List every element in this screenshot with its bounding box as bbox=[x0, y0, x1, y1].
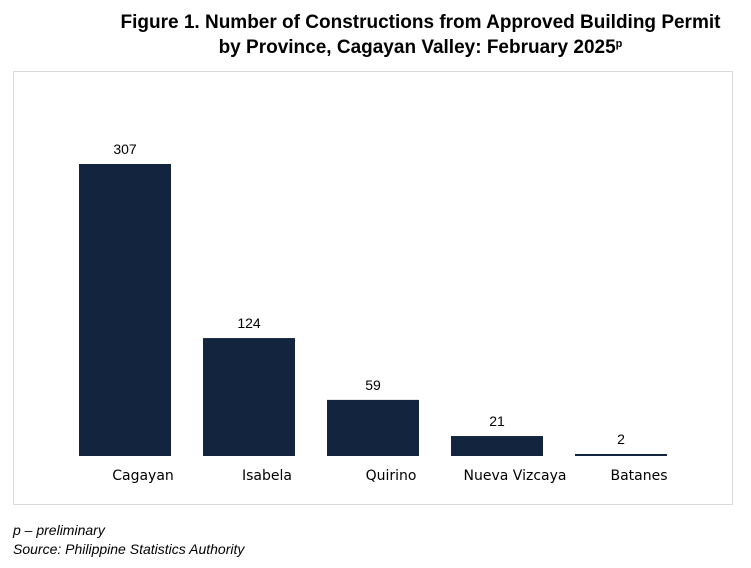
category-label-nueva-vizcaya: Nueva Vizcaya bbox=[464, 468, 567, 484]
data-label-nueva-vizcaya: 21 bbox=[489, 413, 505, 429]
preliminary-superscript: p bbox=[615, 38, 623, 50]
data-label-batanes: 2 bbox=[617, 431, 625, 447]
bar-isabela bbox=[203, 338, 295, 456]
chart-title: Figure 1. Number of Constructions from A… bbox=[90, 10, 751, 60]
chart-title-line-1: Figure 1. Number of Constructions from A… bbox=[120, 12, 721, 33]
source-note: Source: Philippine Statistics Authority bbox=[13, 541, 245, 557]
bar-cagayan bbox=[79, 164, 171, 456]
category-label-batanes: Batanes bbox=[610, 468, 667, 484]
data-label-quirino: 59 bbox=[365, 377, 381, 393]
data-label-cagayan: 307 bbox=[113, 141, 137, 157]
chart-title-line-2-text: by Province, Cagayan Valley: February 20… bbox=[218, 37, 616, 58]
footnotes: p – preliminary Source: Philippine Stati… bbox=[13, 521, 244, 559]
chart-title-line-2: by Province, Cagayan Valley: February 20… bbox=[90, 35, 751, 60]
bar-nueva-vizcaya bbox=[451, 436, 543, 456]
category-label-cagayan: Cagayan bbox=[112, 468, 174, 484]
bar-batanes bbox=[575, 454, 667, 456]
preliminary-note: p – preliminary bbox=[13, 522, 105, 538]
bar-quirino bbox=[327, 399, 419, 456]
category-label-isabela: Isabela bbox=[242, 468, 292, 484]
chart-frame bbox=[13, 71, 733, 505]
category-label-quirino: Quirino bbox=[366, 468, 417, 484]
data-label-isabela: 124 bbox=[237, 315, 261, 331]
